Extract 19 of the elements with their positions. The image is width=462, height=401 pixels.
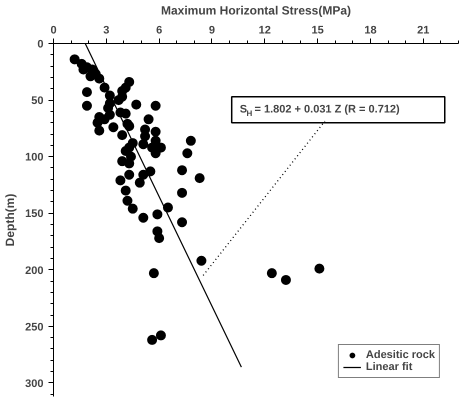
x-tick-label: 12 <box>258 24 271 36</box>
legend-label: Adesitic rock <box>366 349 435 361</box>
legend-label: Linear fit <box>366 361 412 373</box>
y-tick-label: 50 <box>31 95 44 108</box>
y-axis-title: Depth(m) <box>3 194 18 246</box>
x-tick-label: 6 <box>156 24 162 36</box>
y-tick-label: 300 <box>25 378 44 390</box>
y-tick-label: 0 <box>37 38 44 50</box>
y-tick-label: 200 <box>25 264 44 277</box>
y-tick-label: 150 <box>25 208 44 220</box>
x-tick-label: 21 <box>417 24 430 36</box>
y-tick-label: 250 <box>25 321 44 334</box>
x-tick-label: 0 <box>50 24 57 36</box>
x-tick-label: 9 <box>208 24 216 36</box>
y-tick-label: 100 <box>25 152 44 164</box>
x-tick-label: 15 <box>312 24 324 36</box>
x-tick-label: 3 <box>103 24 110 36</box>
x-axis-title: Maximum Horizontal Stress(MPa) <box>160 4 352 18</box>
x-tick-label: 18 <box>364 24 377 36</box>
